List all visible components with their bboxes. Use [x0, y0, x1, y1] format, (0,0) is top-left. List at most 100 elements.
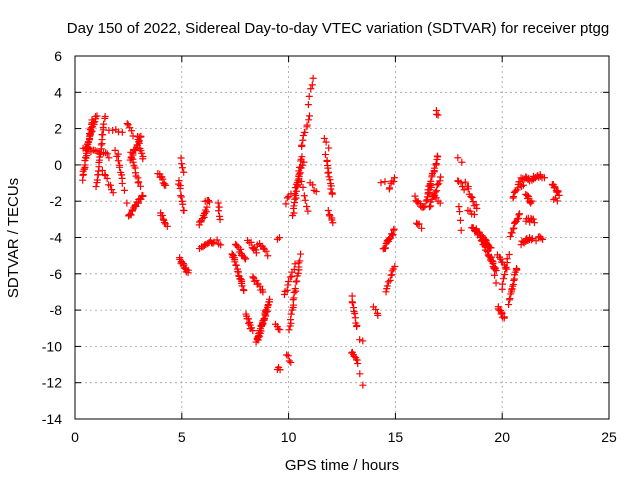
data-point — [254, 333, 262, 341]
data-point — [116, 161, 124, 169]
data-point — [509, 193, 517, 201]
data-point — [505, 301, 513, 309]
y-tick-label: 2 — [54, 121, 62, 137]
data-point — [460, 186, 468, 194]
data-point — [259, 288, 267, 296]
data-point — [245, 319, 253, 327]
data-point — [291, 184, 299, 192]
x-tick-label: 10 — [281, 429, 297, 445]
data-point — [284, 281, 292, 289]
data-point — [283, 194, 291, 202]
data-point — [503, 255, 511, 263]
data-point — [328, 190, 336, 198]
data-point — [118, 171, 126, 179]
data-point — [513, 264, 521, 272]
data-point — [305, 92, 313, 100]
data-point — [473, 204, 481, 212]
data-point — [386, 184, 394, 192]
data-point — [247, 238, 255, 246]
data-point — [354, 360, 362, 368]
data-point — [433, 110, 441, 118]
data-point — [528, 234, 536, 242]
data-point — [299, 132, 307, 140]
data-point — [492, 279, 500, 287]
data-point — [305, 112, 313, 120]
data-point — [292, 278, 300, 286]
data-point — [385, 235, 393, 243]
data-point — [322, 138, 330, 146]
data-point — [456, 208, 464, 216]
data-point — [304, 101, 312, 109]
data-point — [98, 166, 106, 174]
data-point — [539, 235, 547, 243]
data-point — [214, 199, 222, 207]
data-point — [291, 260, 299, 268]
data-point — [105, 154, 113, 162]
data-point — [262, 312, 270, 320]
data-point — [502, 263, 510, 271]
data-point — [231, 258, 239, 266]
data-point — [540, 174, 548, 182]
data-point — [489, 258, 497, 266]
data-point — [432, 160, 440, 168]
data-point — [89, 119, 97, 127]
data-point — [305, 116, 313, 124]
data-point — [529, 215, 537, 223]
data-point — [294, 176, 302, 184]
data-point — [356, 370, 364, 378]
data-point — [217, 241, 225, 249]
data-point — [233, 242, 241, 250]
data-point — [422, 197, 430, 205]
data-point — [215, 207, 223, 215]
y-tick-label: -10 — [42, 338, 62, 354]
data-point — [123, 120, 131, 128]
chart-title: Day 150 of 2022, Sidereal Day-to-day VTE… — [67, 20, 609, 37]
data-point — [92, 113, 100, 121]
data-point — [537, 234, 545, 242]
data-point — [309, 74, 317, 82]
data-point — [175, 180, 183, 188]
data-point — [137, 182, 145, 190]
data-point — [509, 282, 517, 290]
data-point — [491, 271, 499, 279]
data-point — [259, 320, 267, 328]
data-point — [290, 288, 298, 296]
data-point — [162, 181, 170, 189]
data-point — [435, 180, 443, 188]
data-point — [295, 173, 303, 181]
y-tick-label: -8 — [50, 302, 63, 318]
y-tick-label: 4 — [54, 84, 62, 100]
data-point — [99, 131, 107, 139]
y-tick-label: -6 — [50, 266, 63, 282]
data-point — [249, 273, 257, 281]
y-tick-label: -4 — [50, 230, 63, 246]
data-point — [304, 207, 312, 215]
data-point — [353, 322, 361, 330]
data-point — [179, 200, 187, 208]
data-point — [418, 224, 426, 232]
data-point — [433, 187, 441, 195]
y-tick-label: 6 — [54, 48, 62, 64]
data-point — [434, 153, 442, 161]
data-point — [384, 278, 392, 286]
data-point — [500, 275, 508, 283]
data-point — [469, 198, 477, 206]
data-point — [252, 249, 260, 257]
data-point — [506, 295, 514, 303]
y-axis-label: SDTVAR / TECUs — [5, 178, 22, 298]
x-tick-label: 5 — [178, 429, 186, 445]
data-point — [206, 198, 214, 206]
x-tick-label: 15 — [388, 429, 404, 445]
data-point — [381, 244, 389, 252]
data-point — [286, 273, 294, 281]
data-point — [455, 203, 463, 211]
data-point — [109, 126, 117, 134]
data-point — [262, 247, 270, 255]
data-point — [309, 181, 317, 189]
data-point — [500, 314, 508, 322]
data-point — [92, 183, 100, 191]
data-point — [461, 178, 469, 186]
data-point — [530, 219, 538, 227]
data-point — [532, 237, 540, 245]
